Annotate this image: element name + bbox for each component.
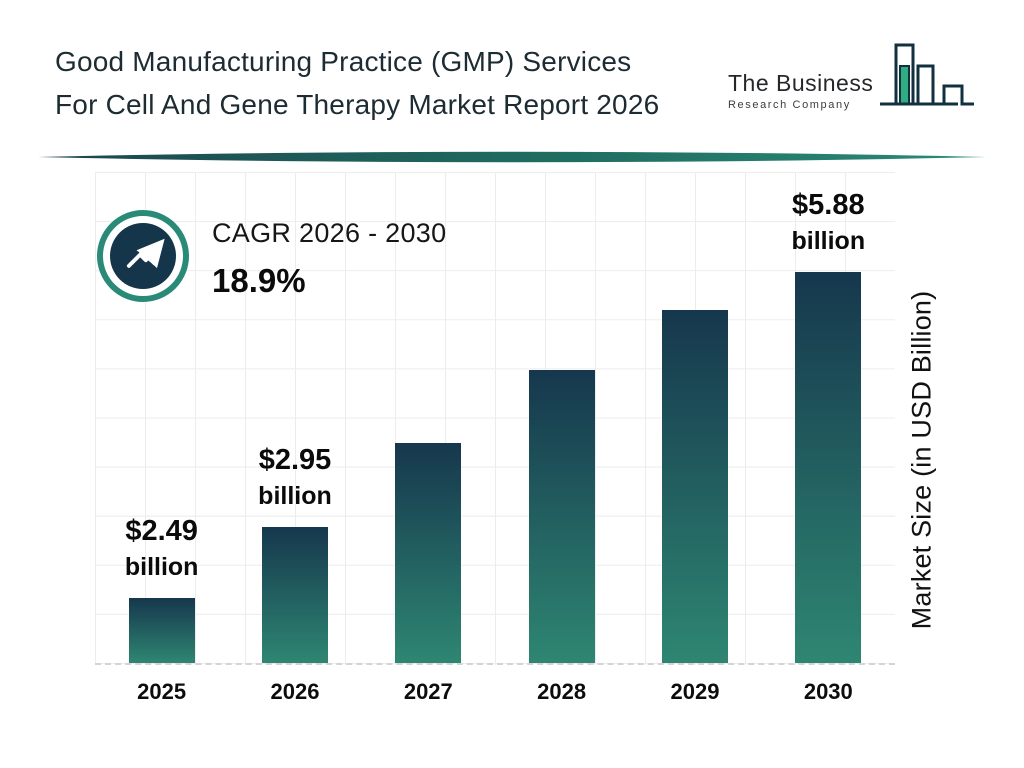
- page-title-line2: For Cell And Gene Therapy Market Report …: [55, 89, 660, 120]
- company-name: The Business: [728, 70, 874, 96]
- bar-column: 2029: [628, 172, 761, 704]
- bar-value-amount: $5.88: [792, 189, 865, 221]
- bar: [661, 310, 728, 663]
- bar: [795, 272, 862, 663]
- cagr-label: CAGR 2026 - 2030: [212, 218, 447, 248]
- x-axis-label: 2026: [270, 679, 320, 704]
- bar: [395, 443, 462, 663]
- cagr-value: 18.9%: [212, 262, 306, 299]
- bar-column: $2.95 billion 2026: [228, 172, 361, 704]
- bar-value-label: $2.49 billion: [125, 513, 199, 584]
- bar-value-amount: $2.95: [258, 444, 332, 476]
- bar: [528, 370, 595, 663]
- bar-value-amount: $2.49: [125, 515, 198, 547]
- bar-column: $2.49 billion 2025: [95, 172, 228, 704]
- bar: [128, 598, 195, 663]
- bar-value-unit: billion: [258, 482, 332, 510]
- x-axis-label: 2027: [403, 679, 453, 704]
- bar: [261, 527, 328, 663]
- bar-value-label: $5.88 billion: [792, 187, 866, 258]
- company-logo-text: The Business Research Company: [728, 70, 873, 111]
- bar-chart: $2.49 billion 2025 $2.95 billion 2026 2027 2028…: [95, 172, 895, 704]
- bar-value-unit: billion: [791, 227, 866, 255]
- divider-line: [38, 151, 986, 163]
- x-axis-label: 2025: [137, 679, 187, 704]
- cagr-badge: [97, 210, 189, 302]
- bar-column: 2028: [495, 172, 628, 704]
- bar-column: 2027: [362, 172, 495, 704]
- company-logo: The Business Research Company: [728, 42, 978, 124]
- bar-value-unit: billion: [124, 553, 199, 581]
- bar-value-label: $2.95 billion: [258, 442, 332, 513]
- trend-up-icon: [110, 223, 176, 289]
- x-axis-label: 2028: [537, 679, 587, 704]
- company-subname: Research Company: [728, 99, 851, 111]
- bar-chart-logo-icon: [880, 43, 974, 106]
- bar-column: $5.88 billion 2030: [762, 172, 895, 704]
- y-axis-label: Market Size (in USD Billion): [906, 290, 937, 630]
- x-axis-label: 2029: [670, 679, 720, 704]
- page-title: Good Manufacturing Practice (GMP) Servic…: [55, 40, 735, 126]
- page-title-line1: Good Manufacturing Practice (GMP) Servic…: [55, 46, 632, 77]
- x-axis-label: 2030: [803, 679, 853, 704]
